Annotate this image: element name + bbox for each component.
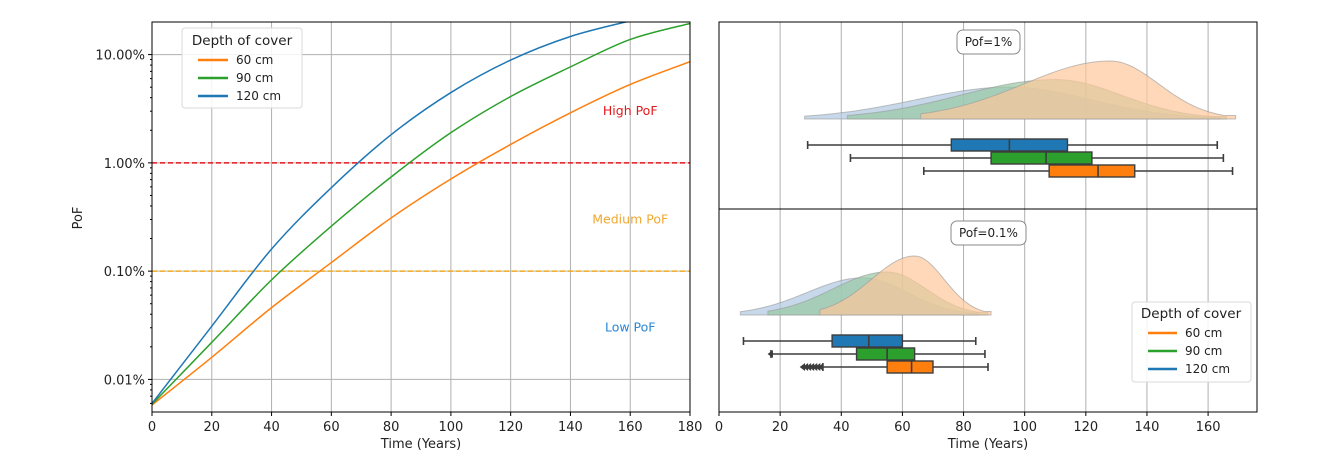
left-legend: Depth of cover 60 cm 90 cm 120 cm	[181, 27, 303, 109]
boxplot-90-cm	[767, 347, 986, 361]
violins	[739, 255, 992, 316]
left-plot-frame	[151, 21, 691, 413]
left-x-axis-label: Time (Years)	[380, 437, 461, 452]
x-tick-label: 140	[1135, 420, 1160, 435]
left-x-ticks: 0 20 40 60 80 100 120 140 160 180	[148, 412, 703, 435]
x-tick-label: 0	[715, 420, 723, 435]
panel-pof-0.1pct	[739, 255, 992, 374]
violins	[804, 60, 1237, 120]
legend-entry: 120 cm	[1185, 362, 1230, 376]
y-tick-label: 10.00%	[95, 49, 145, 64]
legend-title: Depth of cover	[192, 33, 293, 49]
boxplot-60-cm	[799, 360, 989, 374]
pof-line-chart: High PoF Medium PoF Low PoF 0 20 40 60 80 100 12…	[71, 21, 702, 452]
zone-label: High PoF	[603, 103, 658, 118]
panel-label-bottom: Pof=0.1%	[950, 220, 1027, 246]
x-tick-label: 20	[204, 420, 221, 435]
x-tick-label: 100	[1012, 420, 1037, 435]
boxplot-120-cm	[742, 334, 977, 348]
violin-box-chart: 0 20 40 60 80 100 120 140 160 Time (Years) Pof=1…	[715, 21, 1258, 452]
violin-60-cm	[920, 60, 1237, 120]
legend-title: Depth of cover	[1141, 306, 1242, 322]
x-tick-label: 40	[833, 420, 850, 435]
x-tick-label: 40	[263, 420, 280, 435]
legend-box	[181, 27, 303, 109]
x-tick-label: 160	[618, 420, 643, 435]
x-tick-label: 140	[558, 420, 583, 435]
series-line-90-cm	[152, 22, 690, 405]
boxplot-120-cm	[806, 138, 1219, 152]
panel-label-box	[956, 29, 1021, 55]
panel-pof-1pct	[804, 60, 1237, 178]
right-plot-frame	[718, 21, 1258, 413]
left-y-axis-label: PoF	[71, 207, 86, 230]
right-x-ticks: 0 20 40 60 80 100 120 140 160	[715, 412, 1221, 435]
x-tick-label: 80	[383, 420, 400, 435]
x-tick-label: 100	[438, 420, 463, 435]
boxplots	[742, 334, 989, 374]
right-legend: Depth of cover 60 cm 90 cm 120 cm	[1131, 301, 1252, 383]
pof-curves	[152, 22, 690, 406]
outlier-point	[818, 363, 824, 371]
legend-entry: 60 cm	[236, 53, 273, 67]
legend-box	[1131, 301, 1252, 383]
panel-label-top: Pof=1%	[956, 29, 1021, 55]
x-tick-label: 180	[678, 420, 703, 435]
left-y-ticks: 0.01% 0.10% 1.00% 10.00%	[95, 49, 152, 404]
iqr-box	[1048, 164, 1136, 178]
x-tick-label: 60	[894, 420, 911, 435]
zone-labels: High PoF Medium PoF Low PoF	[592, 103, 668, 335]
legend-entry: 60 cm	[1185, 326, 1222, 340]
iqr-box	[831, 334, 904, 348]
violin-60-cm	[819, 255, 992, 316]
series-line-60-cm	[152, 60, 690, 406]
panel-label-box	[950, 220, 1027, 246]
boxplot-60-cm	[923, 164, 1234, 178]
iqr-box	[990, 151, 1093, 165]
x-tick-label: 80	[955, 420, 972, 435]
zone-label: Low PoF	[605, 320, 656, 335]
x-tick-label: 160	[1196, 420, 1221, 435]
x-tick-label: 0	[148, 420, 156, 435]
y-tick-label: 0.01%	[104, 373, 145, 388]
legend-entry: 90 cm	[1185, 344, 1222, 358]
x-tick-label: 60	[323, 420, 340, 435]
threshold-lines	[152, 162, 690, 272]
right-x-axis-label: Time (Years)	[947, 437, 1028, 452]
x-tick-label: 20	[772, 420, 789, 435]
panel-label-text: Pof=1%	[965, 35, 1012, 49]
series-line-120-cm	[152, 22, 629, 404]
iqr-box	[886, 360, 934, 374]
panel-label-text: Pof=0.1%	[959, 226, 1018, 240]
zone-label: Medium PoF	[592, 211, 668, 226]
legend-entry: 120 cm	[236, 89, 281, 103]
outlier-point	[767, 350, 773, 358]
iqr-box	[855, 347, 916, 361]
y-tick-label: 0.10%	[104, 265, 145, 280]
y-tick-label: 1.00%	[104, 157, 145, 172]
x-tick-label: 120	[1073, 420, 1098, 435]
boxplots	[806, 138, 1234, 178]
legend-entry: 90 cm	[236, 71, 273, 85]
x-tick-label: 120	[498, 420, 523, 435]
boxplot-90-cm	[849, 151, 1225, 165]
